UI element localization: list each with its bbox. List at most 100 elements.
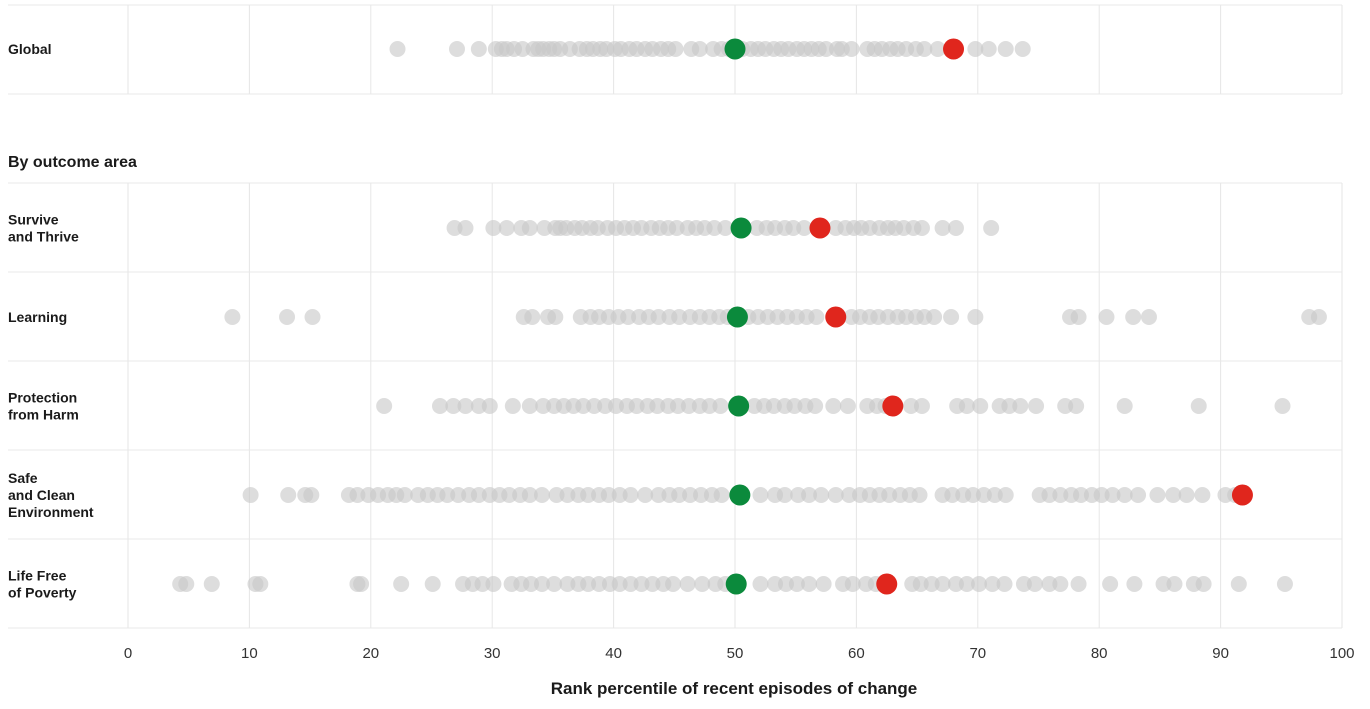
data-point — [958, 398, 975, 414]
data-point — [796, 220, 813, 236]
data-point — [533, 487, 550, 503]
data-point — [1014, 41, 1031, 57]
data-point — [913, 220, 930, 236]
x-tick-label: 90 — [1212, 645, 1229, 662]
data-point — [1102, 576, 1119, 592]
data-point — [504, 398, 521, 414]
data-point — [521, 487, 538, 503]
median-marker — [725, 573, 747, 595]
data-point — [1126, 576, 1143, 592]
data-point — [712, 398, 729, 414]
data-point — [813, 487, 830, 503]
data-point — [801, 576, 818, 592]
data-points — [172, 38, 1327, 595]
data-point — [1068, 398, 1085, 414]
data-point — [1194, 487, 1211, 503]
data-point — [1310, 309, 1327, 325]
data-point — [980, 41, 997, 57]
data-point — [1230, 576, 1247, 592]
data-point — [839, 398, 856, 414]
data-point — [679, 576, 696, 592]
x-tick-label: 30 — [484, 645, 501, 662]
x-tick-label: 80 — [1091, 645, 1108, 662]
data-point — [1190, 398, 1207, 414]
data-point — [485, 220, 502, 236]
data-point — [203, 576, 220, 592]
data-point — [916, 41, 933, 57]
data-point — [431, 398, 448, 414]
data-point — [424, 576, 441, 592]
data-point — [521, 398, 538, 414]
row-labels: Global Survive and Thrive Learning Protectio… — [8, 41, 94, 601]
data-point — [1104, 487, 1121, 503]
data-point — [947, 220, 964, 236]
x-tick-label: 100 — [1329, 645, 1354, 662]
median-marker — [730, 217, 752, 239]
data-point — [1149, 487, 1166, 503]
data-point — [752, 487, 769, 503]
data-point — [1116, 487, 1133, 503]
data-point — [524, 309, 541, 325]
data-point — [1012, 398, 1029, 414]
data-point — [934, 576, 951, 592]
data-point — [1070, 309, 1087, 325]
x-tick-label: 50 — [727, 645, 744, 662]
data-point — [967, 41, 984, 57]
row-life-free-of-poverty — [172, 573, 1293, 595]
data-point — [252, 576, 269, 592]
highlight-marker — [876, 573, 898, 595]
data-point — [481, 398, 498, 414]
highlight-marker — [1231, 484, 1253, 506]
data-point — [279, 309, 296, 325]
row-label: Learning — [8, 309, 67, 325]
x-tick-label: 40 — [605, 645, 622, 662]
data-point — [983, 220, 1000, 236]
median-marker — [728, 395, 750, 417]
data-point — [457, 220, 474, 236]
data-point — [815, 576, 832, 592]
data-point — [997, 41, 1014, 57]
data-point — [498, 220, 515, 236]
data-point — [1166, 576, 1183, 592]
data-point — [521, 220, 538, 236]
data-point — [929, 41, 946, 57]
row-label: Survive and Thrive — [8, 212, 79, 245]
row-label: Life Free of Poverty — [8, 568, 77, 601]
data-point — [971, 576, 988, 592]
row-global — [389, 38, 1031, 60]
data-point — [547, 309, 564, 325]
data-point — [1116, 398, 1133, 414]
data-point — [1125, 309, 1142, 325]
data-point — [1098, 309, 1115, 325]
data-point — [1052, 576, 1069, 592]
data-point — [752, 576, 769, 592]
data-point — [827, 487, 844, 503]
data-point — [485, 576, 502, 592]
row-protection-from-harm — [376, 395, 1291, 417]
data-point — [1178, 487, 1195, 503]
median-marker — [729, 484, 751, 506]
data-point — [1028, 398, 1045, 414]
data-point — [807, 398, 824, 414]
row-label: Global — [8, 41, 52, 57]
data-point — [801, 487, 818, 503]
x-tick-label: 20 — [362, 645, 379, 662]
data-point — [393, 576, 410, 592]
data-point — [1195, 576, 1212, 592]
data-point — [303, 487, 320, 503]
data-point — [843, 41, 860, 57]
data-point — [1165, 487, 1182, 503]
median-marker — [724, 38, 746, 60]
highlight-marker — [809, 217, 831, 239]
data-point — [984, 576, 1001, 592]
data-point — [533, 576, 550, 592]
x-tick-label: 0 — [124, 645, 132, 662]
x-tick-label: 60 — [848, 645, 865, 662]
data-point — [934, 220, 951, 236]
median-marker — [726, 306, 748, 328]
data-point — [242, 487, 259, 503]
data-point — [304, 309, 321, 325]
row-survive-and-thrive — [446, 217, 1000, 239]
data-point — [694, 576, 711, 592]
